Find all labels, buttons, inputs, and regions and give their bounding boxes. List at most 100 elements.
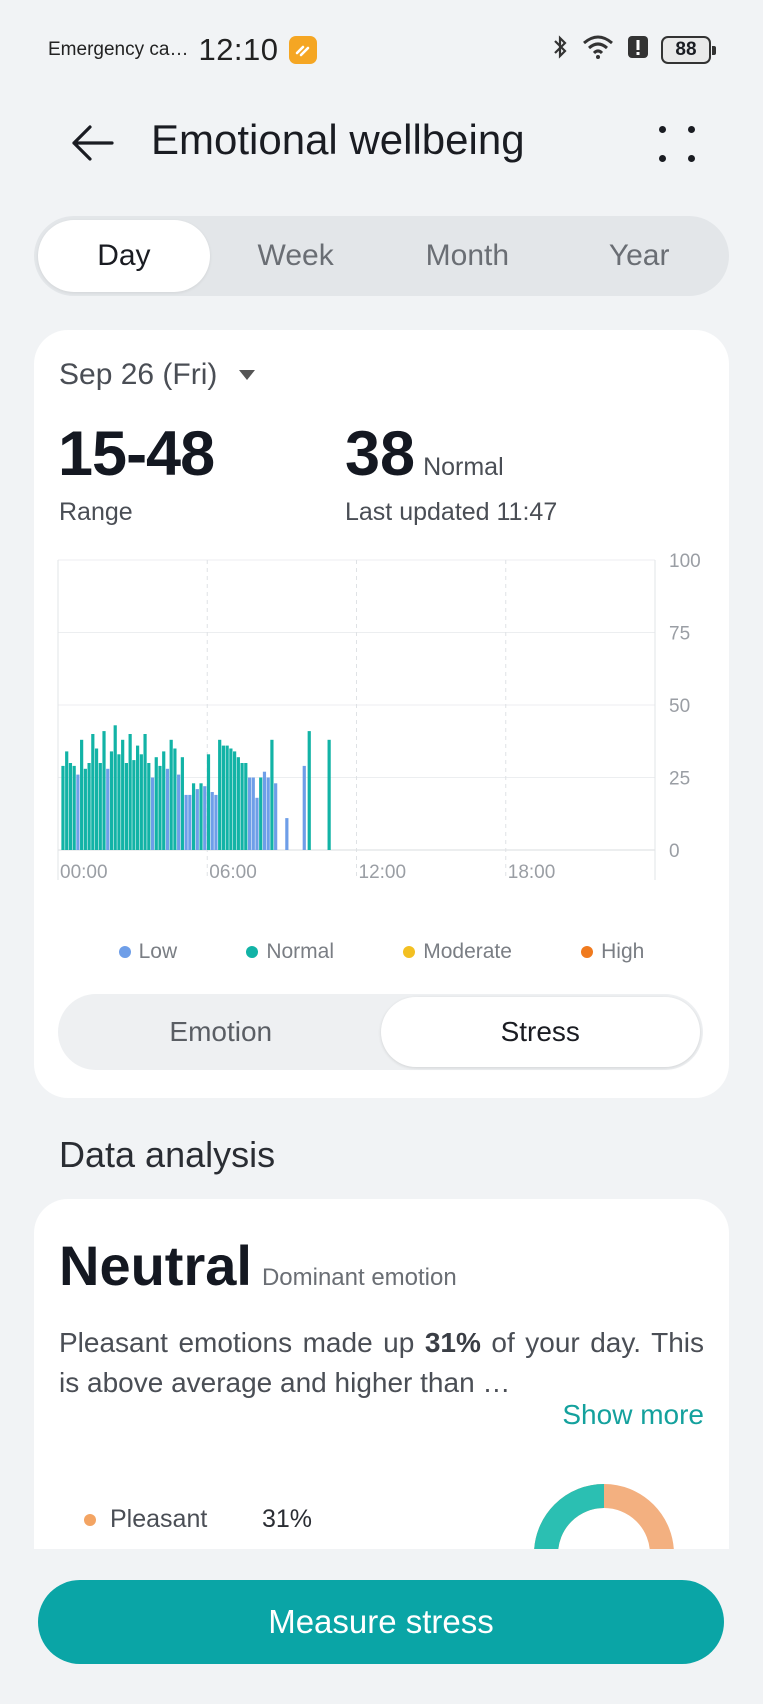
measure-stress-button[interactable]: Measure stress	[38, 1580, 724, 1664]
x-tick-label: 00:00	[60, 862, 108, 880]
clock: 12:10	[198, 32, 279, 67]
chart-bar	[191, 783, 196, 850]
legend-dot	[403, 946, 416, 958]
chart-bar	[61, 765, 65, 850]
chart-bar	[184, 794, 188, 850]
legend-dot	[118, 946, 131, 958]
chart-bar	[102, 731, 106, 850]
back-button[interactable]	[62, 118, 122, 168]
chart-bar	[76, 774, 80, 850]
chart-bar	[162, 751, 166, 850]
x-tick-label: 06:00	[209, 862, 257, 880]
chart-bar	[247, 777, 252, 850]
date-label: Sep 26 (Fri)	[59, 358, 218, 391]
chart-bar	[128, 734, 132, 850]
more-options-button[interactable]	[653, 120, 701, 168]
chart-bar	[65, 751, 69, 850]
dominant-label: Dominant emotion	[261, 1264, 457, 1291]
chart-bar	[302, 765, 306, 850]
y-tick-label: 100	[669, 551, 701, 572]
chart-bar	[262, 771, 267, 850]
arrow-left-icon	[72, 125, 114, 161]
section-title: Data analysis	[59, 1134, 276, 1175]
legend-item-low: Low	[118, 940, 177, 964]
chart-bar	[199, 783, 203, 850]
chart-bar	[124, 763, 129, 850]
page-title: Emotional wellbeing	[151, 116, 525, 163]
chart-bar	[106, 768, 110, 850]
tab-week[interactable]: Week	[257, 239, 334, 272]
status-bar: Emergency ca… 12:10 88	[0, 0, 763, 100]
chart-bar	[233, 751, 237, 850]
legend-label: Normal	[266, 940, 335, 963]
y-tick-label: 50	[669, 696, 690, 717]
tab-month[interactable]: Month	[425, 239, 510, 272]
chart-bar	[109, 751, 114, 850]
chart-bar	[188, 794, 192, 850]
chart-bar	[143, 734, 147, 850]
chart-bar	[266, 777, 270, 850]
show-more-link[interactable]: Show more	[562, 1399, 704, 1430]
dominant-value: Neutral	[59, 1234, 252, 1297]
analysis-card: Neutral Dominant emotion Pleasant emotio…	[34, 1199, 729, 1549]
period-tabs: Day Week Month Year	[34, 216, 729, 296]
chart-bar	[327, 739, 331, 850]
legend-label: Moderate	[423, 940, 512, 963]
chart-bar	[113, 725, 117, 850]
chart-bar	[132, 760, 136, 850]
y-tick-label: 75	[669, 624, 690, 645]
chart-legend: Low Normal Moderate High	[34, 940, 729, 964]
app-header: Emotional wellbeing	[0, 100, 763, 190]
chart-bar	[94, 748, 99, 850]
tab-day[interactable]: Day	[38, 220, 210, 292]
chart-bar	[214, 794, 218, 850]
chart-bar	[221, 745, 226, 850]
chart-bar	[180, 757, 184, 850]
chart-bar	[139, 754, 143, 850]
legend-dot	[581, 946, 594, 958]
bluetooth-icon	[551, 34, 569, 65]
chart-bar	[87, 763, 91, 850]
pleasant-legend-item: Pleasant	[84, 1505, 207, 1534]
chart-bar	[206, 754, 211, 850]
chart-bar	[251, 777, 255, 850]
chart-bar	[136, 745, 140, 850]
legend-dot	[246, 946, 259, 958]
caret-down-icon	[239, 370, 256, 380]
x-tick-label: 18:00	[508, 862, 556, 880]
pleasant-dot	[84, 1513, 96, 1526]
chart-bar	[154, 757, 158, 850]
chart-bar	[98, 763, 102, 850]
chart-bar	[210, 792, 214, 850]
x-tick-label: 12:00	[359, 862, 407, 880]
y-tick-label: 25	[669, 769, 690, 790]
battery-icon: 88	[661, 35, 716, 64]
emergency-calls-text: Emergency ca…	[48, 39, 189, 60]
range-label: Range	[59, 498, 133, 526]
grid-dots-icon	[659, 126, 666, 133]
date-selector[interactable]: Sep 26 (Fri)	[59, 358, 256, 392]
tab-stress[interactable]: Stress	[380, 997, 700, 1067]
chart-bar	[121, 739, 125, 850]
chart-bar	[203, 786, 207, 850]
chart-bar	[259, 777, 263, 850]
chart-bar	[150, 777, 155, 850]
current-reading: 38 Normal	[345, 418, 504, 490]
chart-bar	[169, 739, 173, 850]
chart-bar	[244, 763, 248, 850]
stress-chart[interactable]: 100 75 50 25 0 00:00 06:00 12:00 18:00	[34, 550, 729, 880]
legend-item-moderate: Moderate	[403, 940, 512, 964]
stress-card: Sep 26 (Fri) 15-48 Range 38 Normal Last …	[34, 330, 729, 1098]
chart-bar	[147, 763, 151, 850]
app-badge-icon	[288, 36, 317, 64]
pleasant-value: 31%	[262, 1505, 313, 1533]
tab-year[interactable]: Year	[608, 239, 670, 272]
analysis-description: Pleasant emotions made up 31% of your da…	[59, 1327, 704, 1398]
pleasant-label: Pleasant	[110, 1505, 208, 1533]
legend-item-normal: Normal	[246, 940, 334, 964]
tab-emotion[interactable]: Emotion	[169, 1016, 273, 1047]
legend-label: High	[601, 940, 645, 963]
chart-bar	[225, 745, 229, 850]
chart-bar	[285, 818, 289, 850]
current-status: Normal	[423, 453, 504, 481]
